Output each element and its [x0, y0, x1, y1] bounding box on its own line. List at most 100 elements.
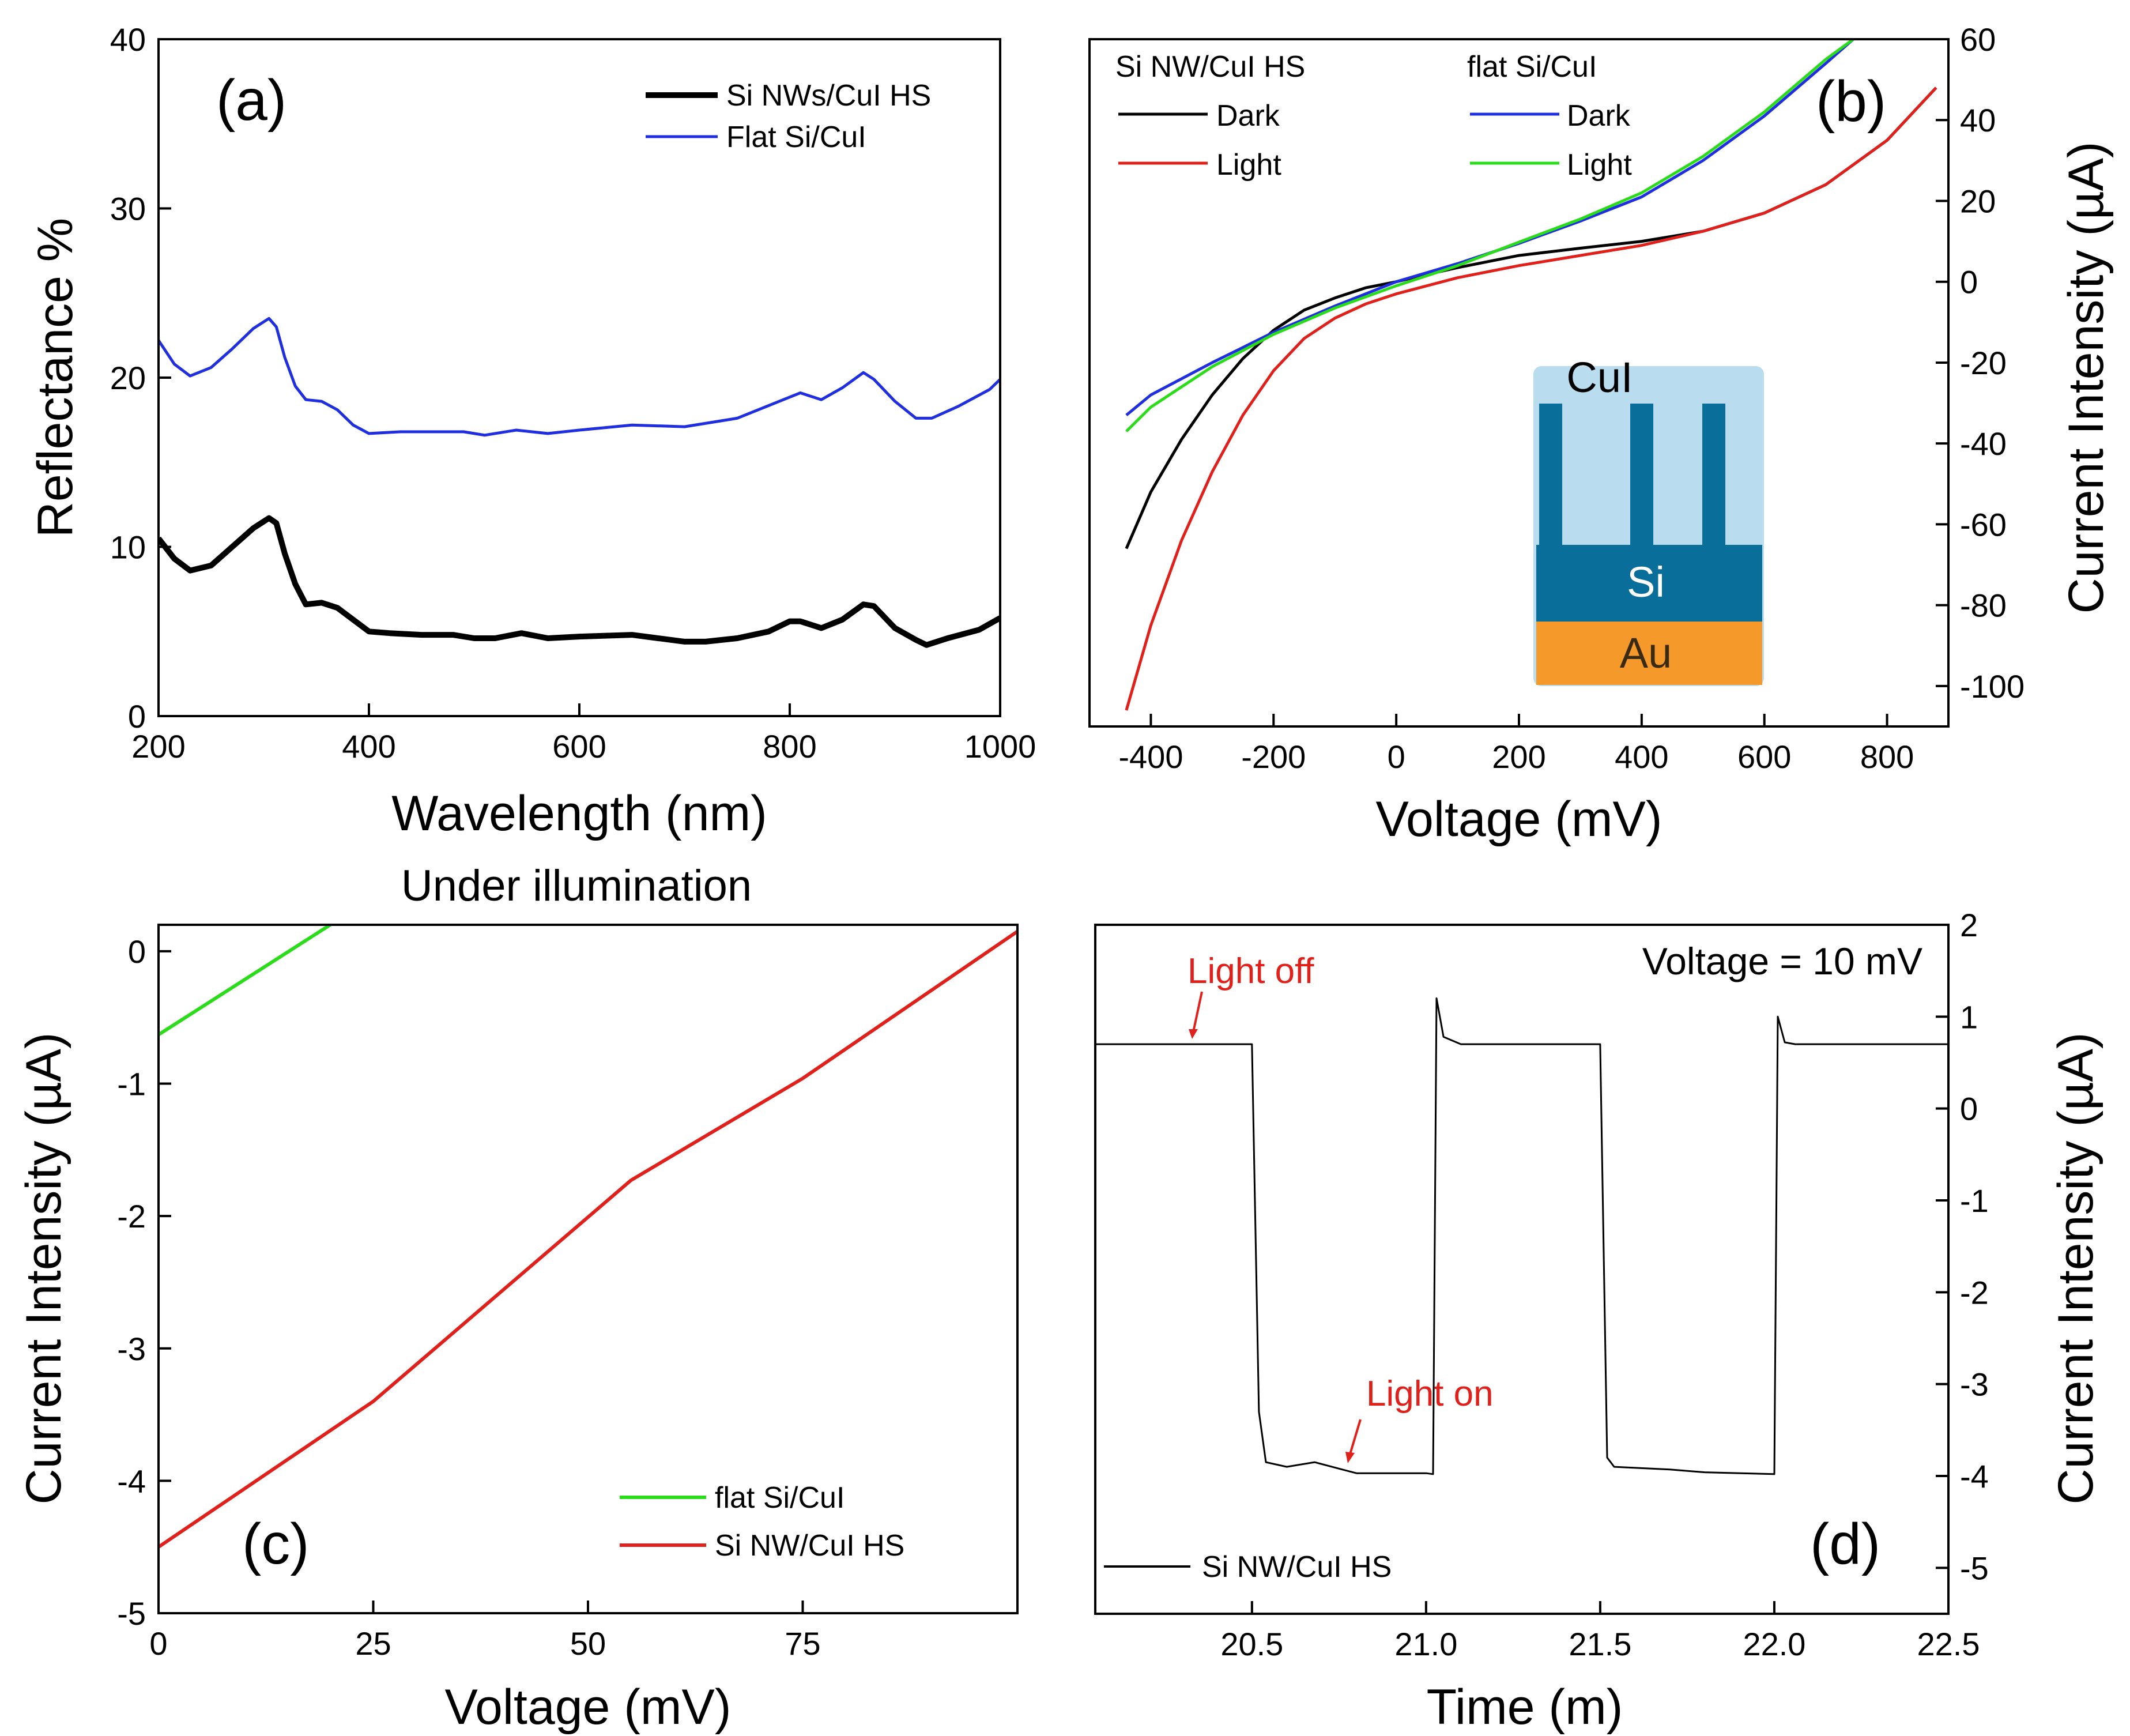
panel-c-xtick-label: 50 — [570, 1625, 606, 1662]
panel-b-series-flat-si-cui-dark — [1125, 39, 1854, 417]
panel-d-legend: Si NW/CuI HS — [1104, 1550, 1392, 1584]
panel-c-xtick-label: 25 — [355, 1625, 391, 1662]
panel-b-label: (b) — [1816, 69, 1886, 134]
panel-d-ytick-label: -5 — [1960, 1550, 1989, 1586]
annotation-light-off-arrowhead — [1189, 1029, 1198, 1039]
panel-a-series-si-nws-cui-hs — [159, 515, 1000, 648]
panel-c-series — [159, 925, 1017, 1549]
panel-b-frame — [1088, 38, 1950, 728]
inset-label-au: Au — [1620, 629, 1672, 677]
panel-c-label: (c) — [242, 1512, 310, 1576]
panel-b-xlabel: Voltage (mV) — [1375, 792, 1662, 847]
panel-a-ytick-label: 10 — [110, 529, 146, 566]
panel-b-xtick-label: -400 — [1118, 739, 1183, 775]
panel-c: 0 25 50 75 -5 -4 -3 -2 -1 0 Under illumination (c… — [16, 861, 1019, 1735]
panel-d-frame — [1094, 924, 1950, 1615]
panel-a-ytick-label: 40 — [110, 21, 146, 58]
panel-d-ytick-label: 2 — [1960, 907, 1978, 943]
panel-a-series — [159, 317, 1000, 648]
panel-c-ytick-label: -2 — [117, 1198, 146, 1234]
panel-b-ytick-label: 40 — [1960, 102, 1996, 138]
panel-d-ytick-label: -2 — [1960, 1274, 1989, 1311]
panel-c-frame — [157, 924, 1019, 1614]
panel-a-ylabel: Reflectance % — [28, 218, 83, 538]
panel-a-xtick-label: 600 — [552, 728, 606, 765]
panel-c-xtick-label: 0 — [149, 1625, 167, 1662]
panel-b-series-flat-si-cui-light — [1125, 39, 1854, 432]
panel-b-legend: Si NW/CuI HS Dark Light flat Si/CuI Dark… — [1115, 50, 1632, 182]
panel-c-legend: flat Si/CuI Si NW/CuI HS — [620, 1481, 904, 1562]
panel-a-ytick-label: 30 — [110, 191, 146, 227]
panel-b: -400 -200 0 200 400 600 800-100-80-60-40-20020… — [1088, 21, 2114, 847]
panel-b-ytick-label: -40 — [1960, 425, 2007, 462]
panel-a-legend: Si NWs/CuI HS Flat Si/CuI — [646, 79, 931, 154]
annotation-light-on-arrow — [1349, 1419, 1362, 1455]
panel-b-ytick-label: 20 — [1960, 183, 1996, 219]
legend-label-b-nw-light: Light — [1216, 148, 1281, 182]
panel-c-series-flat-si-cui — [159, 925, 331, 1037]
panel-a-ticks: 200 400 600 800 1000 0 10 20 30 40 — [110, 21, 1036, 765]
panel-b-xtick-label: -200 — [1241, 739, 1306, 775]
panel-b-ticks: -400 -200 0 200 400 600 800-100-80-60-40-20020… — [1118, 21, 2025, 775]
inset-si-layer — [1536, 545, 1762, 623]
panel-d-ytick-label: 1 — [1960, 999, 1978, 1035]
panel-d: 20.5 21.0 21.5 22.0 22.5 -5 -4 -3 -2 -1 0 1 2 Voltag… — [1094, 907, 2103, 1735]
panel-c-ticks: 0 25 50 75 -5 -4 -3 -2 -1 0 — [117, 933, 820, 1662]
inset-label-cui: CuI — [1566, 353, 1633, 401]
panel-c-ytick-label: -4 — [117, 1463, 146, 1499]
panel-d-xtick-label: 22.0 — [1743, 1626, 1805, 1662]
legend-label-b-flat-dark: Dark — [1567, 99, 1631, 133]
panel-d-series-si-nw-cui-hs — [1095, 997, 1948, 1475]
panel-b-ytick-label: -20 — [1960, 345, 2007, 381]
panel-c-xlabel: Voltage (mV) — [444, 1679, 731, 1735]
legend-title-si-nw: Si NW/CuI HS — [1115, 50, 1305, 84]
annotation-light-on: Light on — [1366, 1374, 1494, 1414]
panel-d-ytick-label: -3 — [1960, 1366, 1989, 1403]
panel-b-xtick-label: 600 — [1737, 739, 1791, 775]
panel-a-label: (a) — [216, 68, 286, 133]
legend-label-b-flat-light: Light — [1567, 148, 1632, 182]
annotation-light-on-arrowhead — [1345, 1452, 1355, 1463]
panel-d-xtick-label: 21.0 — [1394, 1626, 1457, 1662]
panel-a-ytick-label: 20 — [110, 360, 146, 396]
panel-a-series-flat-si-cui — [159, 317, 1000, 437]
panel-c-ytick-label: 0 — [128, 933, 146, 970]
annotation-light-off-arrow — [1192, 991, 1203, 1033]
panel-d-xtick-label: 21.5 — [1569, 1626, 1631, 1662]
panel-a-ytick-label: 0 — [128, 698, 146, 735]
legend-label-flat-si: Flat Si/CuI — [726, 120, 866, 154]
panel-b-ytick-label: -100 — [1960, 668, 2025, 705]
panel-a-xtick-label: 200 — [131, 728, 185, 765]
panel-d-xtick-label: 20.5 — [1220, 1626, 1283, 1662]
inset-nanowire-1 — [1539, 404, 1562, 548]
panel-b-series-si-nw-cui-hs-light — [1125, 86, 1937, 711]
panel-a-xtick-label: 800 — [763, 728, 816, 765]
panel-d-voltage-note: Voltage = 10 mV — [1642, 940, 1922, 982]
panel-b-ytick-label: -80 — [1960, 588, 2007, 624]
panel-c-title: Under illumination — [401, 861, 752, 910]
inset-nanowire-2 — [1630, 404, 1653, 548]
panel-d-annotations: Light off Light on — [1187, 951, 1494, 1463]
panel-d-xlabel: Time (m) — [1427, 1679, 1623, 1735]
panel-b-series — [1125, 39, 1937, 711]
inset-label-si: Si — [1627, 558, 1665, 606]
legend-label-d-nw: Si NW/CuI HS — [1202, 1550, 1392, 1584]
legend-label-c-flat: flat Si/CuI — [715, 1481, 845, 1515]
panel-b-ytick-label: 60 — [1960, 21, 1996, 58]
panel-d-ticks: 20.5 21.0 21.5 22.0 22.5 -5 -4 -3 -2 -1 0 1 2 — [1220, 907, 1988, 1662]
inset-au-layer — [1536, 622, 1762, 685]
panel-d-ytick-label: 0 — [1960, 1091, 1978, 1127]
panel-b-ylabel: Current Intensity (µA) — [2059, 141, 2114, 613]
panel-d-series — [1095, 997, 1948, 1475]
panel-a-xtick-label: 400 — [342, 728, 395, 765]
panel-d-ytick-label: -4 — [1960, 1458, 1989, 1494]
panel-c-ytick-label: -5 — [117, 1595, 146, 1632]
panel-c-ytick-label: -3 — [117, 1331, 146, 1367]
panel-d-ylabel: Current Intensity (µA) — [2048, 1032, 2103, 1504]
annotation-light-off: Light off — [1187, 951, 1314, 991]
legend-label-si-nws: Si NWs/CuI HS — [726, 79, 931, 112]
legend-label-b-nw-dark: Dark — [1216, 99, 1280, 133]
panel-c-series-si-nw-cui-hs — [159, 930, 1017, 1549]
panel-d-label: (d) — [1810, 1512, 1880, 1576]
